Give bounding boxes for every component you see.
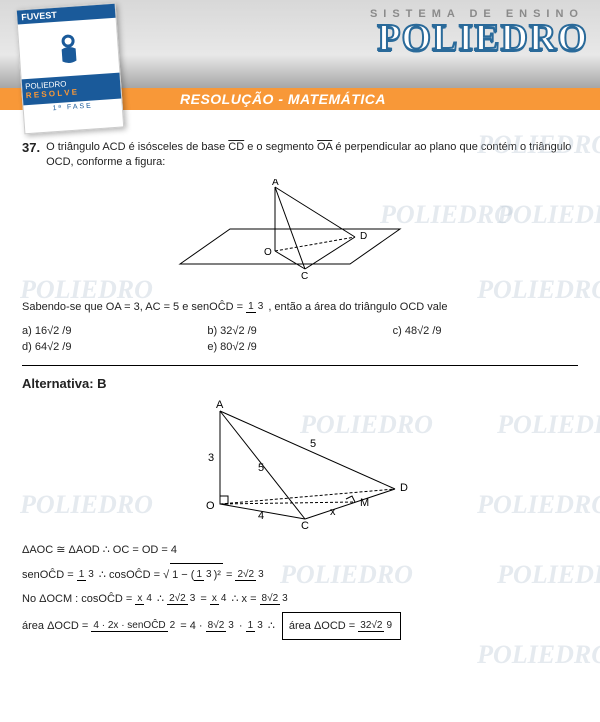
work-row-4: área ΔOCD = 4 · 2x · senOĈD2 = 4 · 8√23 … (22, 612, 578, 640)
question-number: 37. (22, 140, 40, 171)
svg-text:A: A (216, 399, 224, 411)
fuvest-card: FUVEST POLIEDRO R E S O L V E 1ª FASE (16, 3, 124, 135)
svg-text:4: 4 (258, 510, 264, 522)
work-row-2: senOĈD = 13 ∴ cosOĈD = √1 − (13)² = 2√23 (22, 563, 578, 586)
svg-text:5: 5 (310, 438, 316, 450)
question-text: O triângulo ACD é isósceles de base CD e… (46, 140, 578, 171)
option-c: c) 48√2 /9 (393, 325, 578, 337)
brand-block: SISTEMA DE ENSINO POLIEDRO (370, 8, 588, 56)
svg-text:O: O (206, 500, 215, 512)
options-grid: a) 16√2 /9 b) 32√2 /9 c) 48√2 /9 d) 64√2… (22, 325, 578, 353)
label-A: A (272, 179, 279, 188)
option-d: d) 64√2 /9 (22, 341, 207, 353)
content-area: POLIEDRO POLIEDRO POLIEDRO POLIEDRO POLI… (0, 110, 600, 652)
brand-main: POLIEDRO (370, 20, 588, 56)
label-O: O (264, 247, 272, 258)
option-e: e) 80√2 /9 (207, 341, 392, 353)
svg-text:x: x (330, 506, 336, 518)
svg-text:D: D (400, 482, 408, 494)
watermark: POLIEDRO (477, 640, 600, 670)
page-header: FUVEST POLIEDRO R E S O L V E 1ª FASE SI… (0, 0, 600, 110)
option-a: a) 16√2 /9 (22, 325, 207, 337)
work-row-1: ΔAOC ≅ ΔAOD ∴ OC = OD = 4 (22, 539, 578, 561)
figure-2: A O C D M 3 5 5 4 x (22, 399, 578, 529)
question-row: 37. O triângulo ACD é isósceles de base … (22, 140, 578, 171)
boxed-result: área ΔOCD = 32√29 (282, 612, 401, 640)
question-line2: Sabendo-se que OA = 3, AC = 5 e senOĈD =… (22, 299, 578, 316)
svg-text:C: C (301, 520, 309, 529)
work-row-3: No ΔOCM : cosOĈD = x4 ∴ 2√23 = x4 ∴ x = … (22, 588, 578, 610)
option-b: b) 32√2 /9 (207, 325, 392, 337)
label-D: D (360, 231, 367, 242)
divider (22, 365, 578, 366)
svg-text:5: 5 (258, 462, 264, 474)
solution-work: ΔAOC ≅ ΔAOD ∴ OC = OD = 4 senOĈD = 13 ∴ … (22, 539, 578, 640)
figure-1: A O C D (22, 179, 578, 289)
person-icon (18, 18, 120, 80)
svg-text:3: 3 (208, 452, 214, 464)
answer-label: Alternativa: B (22, 376, 578, 391)
svg-text:M: M (360, 497, 369, 509)
label-C: C (301, 271, 308, 282)
